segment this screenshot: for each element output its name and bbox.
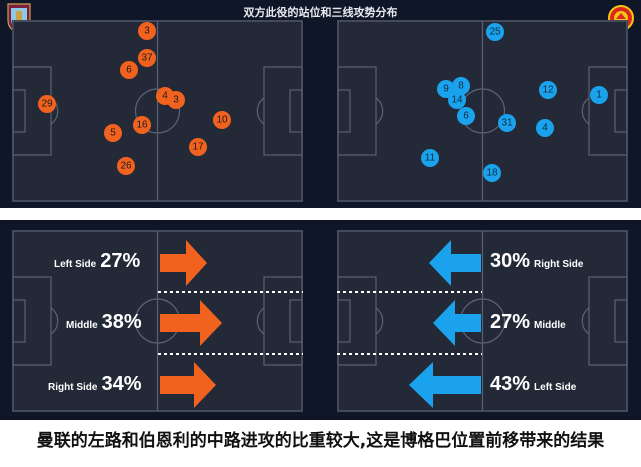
away-middle-stat: 27% Middle: [490, 311, 566, 334]
away-player-dot: [536, 119, 554, 137]
caption: 曼联的左路和伯恩利的中路进攻的比重较大,这是博格巴位置前移带来的结果: [36, 431, 605, 451]
home-player-dot: [120, 61, 138, 79]
away-player-marker: 14: [448, 91, 466, 109]
home-player-number: 16: [136, 120, 148, 131]
stat-label: Right Side: [534, 259, 584, 270]
home-player-dot: [138, 22, 156, 40]
home-player-number: 17: [192, 142, 204, 153]
home-player-number: 26: [120, 161, 132, 172]
away-player-dot: [448, 91, 466, 109]
home-player-dot: [104, 124, 122, 142]
away-player-marker: 31: [498, 114, 516, 132]
home-middle-arrow: [160, 300, 222, 346]
away-player-number: 11: [425, 153, 436, 164]
stat-value: 38%: [101, 311, 142, 333]
away-player-dot: [421, 149, 439, 167]
away-player-marker: 4: [536, 119, 554, 137]
home-player-marker: 29: [38, 95, 56, 113]
home-player-dot: [117, 157, 135, 175]
home-player-number: 10: [216, 115, 228, 126]
away-right-arrow: [429, 240, 481, 286]
stat-value: 34%: [101, 373, 142, 395]
home-player-marker: 6: [120, 61, 138, 79]
home-player-dot: [38, 95, 56, 113]
stat-label: Left Side: [534, 382, 577, 393]
home-player-marker: 5: [104, 124, 122, 142]
home-player-marker: 3: [138, 22, 156, 40]
stat-label: Left Side: [54, 259, 97, 270]
home-player-dot: [189, 138, 207, 156]
home-left-arrow: [160, 240, 207, 286]
home-player-number: 5: [110, 128, 116, 139]
away-player-number: 6: [463, 111, 469, 122]
home-player-number: 37: [141, 53, 153, 64]
home-player-dot: [213, 111, 231, 129]
stat-value: 27%: [100, 250, 141, 272]
away-player-marker: 25: [486, 23, 504, 41]
home-right-side-stat: Right Side 34%: [48, 373, 141, 396]
away-player-dot: [498, 114, 516, 132]
away-middle-arrow: [433, 300, 481, 346]
away-left-side-stat: 43% Left Side: [490, 373, 576, 396]
away-player-dot: [590, 86, 608, 104]
away-player-marker: 6: [457, 107, 475, 125]
stat-label: Middle: [534, 320, 566, 331]
stat-value: 30%: [490, 250, 531, 272]
positions-panel: 双方此役的站位和三线攻势分布 3 37 6 4 3 29 5 16 10 17 26: [0, 0, 641, 208]
away-player-number: 8: [458, 81, 464, 92]
away-player-number: 12: [542, 85, 554, 96]
away-player-dot: [483, 164, 501, 182]
stat-value: 43%: [490, 373, 531, 395]
away-player-dot: [452, 77, 470, 95]
attack-share-panel: Left Side 27% Middle 38% Right Side 34% …: [0, 220, 641, 420]
stat-label: Middle: [66, 320, 98, 331]
away-player-number: 18: [486, 168, 498, 179]
away-player-number: 14: [451, 95, 463, 106]
home-player-dot: [133, 116, 151, 134]
away-player-marker: 9: [437, 80, 455, 98]
home-attack-pitch: [12, 230, 303, 412]
home-player-number: 3: [173, 95, 179, 106]
away-player-marker: 1: [590, 86, 608, 104]
away-player-dot: [539, 81, 557, 99]
home-player-number: 4: [162, 91, 168, 102]
home-player-marker: 26: [117, 157, 135, 175]
home-player-number: 3: [144, 26, 150, 37]
home-player-marker: 16: [133, 116, 151, 134]
away-player-dot: [437, 80, 455, 98]
away-player-number: 4: [542, 123, 548, 134]
home-player-marker: 3: [167, 91, 185, 109]
away-player-dot: [457, 107, 475, 125]
home-player-number: 6: [126, 65, 132, 76]
away-left-arrow: [409, 362, 481, 408]
away-player-marker: 8: [452, 77, 470, 95]
stat-label: Right Side: [48, 382, 98, 393]
home-right-arrow: [160, 362, 216, 408]
away-player-marker: 12: [539, 81, 557, 99]
away-player-number: 31: [501, 118, 513, 129]
stat-value: 27%: [490, 311, 531, 333]
away-right-side-stat: 30% Right Side: [490, 250, 583, 273]
away-attack-pitch: [337, 230, 628, 412]
chart-title: 双方此役的站位和三线攻势分布: [243, 7, 398, 19]
away-player-number: 1: [596, 90, 602, 101]
away-player-number: 9: [443, 84, 449, 95]
home-player-dot: [138, 49, 156, 67]
home-player-dot: [167, 91, 185, 109]
away-player-marker: 11: [421, 149, 439, 167]
home-player-number: 29: [41, 99, 53, 110]
home-player-marker: 37: [138, 49, 156, 67]
home-player-marker: 17: [189, 138, 207, 156]
home-middle-stat: Middle 38%: [66, 311, 142, 334]
away-player-dot: [486, 23, 504, 41]
away-player-number: 25: [489, 27, 501, 38]
home-left-side-stat: Left Side 27%: [54, 250, 140, 273]
away-player-marker: 18: [483, 164, 501, 182]
home-player-marker: 10: [213, 111, 231, 129]
